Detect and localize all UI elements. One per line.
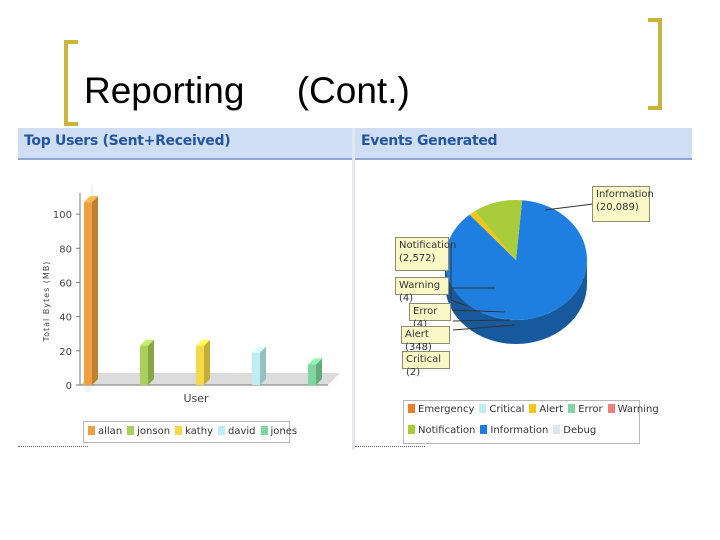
right-bracket-decoration	[648, 18, 662, 110]
users-legend-label: david	[227, 426, 256, 437]
legend-swatch	[408, 425, 415, 434]
users-legend-label: jonson	[137, 426, 171, 437]
callout-leader-line	[452, 319, 511, 322]
events-legend-label: Error	[578, 404, 603, 415]
events-legend-label: Critical	[489, 404, 525, 415]
legend-swatch	[607, 404, 615, 413]
events-legend-label: Alert	[539, 404, 564, 415]
y-tick-label: 80	[59, 244, 72, 255]
left-bracket-decoration	[64, 40, 78, 126]
bar-jonson	[140, 345, 148, 385]
events-legend-row: Emergency Critical Alert Error Warning	[408, 404, 664, 415]
events-legend-item: Emergency	[408, 404, 474, 415]
y-tick-label: 60	[59, 278, 72, 289]
events-legend-label: Notification	[418, 425, 476, 436]
bar-jones-top	[308, 358, 322, 365]
pie-slice-information	[445, 200, 587, 320]
y-axis-label: Total Bytes (MB)	[42, 261, 51, 343]
users-panel-title: Top Users (Sent+Received)	[24, 133, 231, 149]
x-axis-label: User	[183, 392, 209, 405]
users-legend-item: kathy	[175, 426, 213, 437]
legend-swatch	[217, 426, 225, 435]
callout-warning: Warning (4)	[395, 277, 449, 304]
legend-swatch	[480, 425, 488, 434]
users-panel-header: Top Users (Sent+Received)	[18, 128, 352, 160]
legend-swatch	[260, 426, 268, 435]
bar-jonson-top	[140, 339, 154, 346]
pie-slice-warning	[474, 210, 516, 260]
bar-kathy-top	[196, 339, 210, 346]
users-legend-label: kathy	[185, 426, 213, 437]
bar-david-top	[252, 346, 266, 353]
report-screenshot: Top Users (Sent+Received) 0 20 40 60 80 100 To…	[18, 128, 692, 450]
bottom-edge-right	[355, 446, 425, 449]
events-legend-label: Emergency	[418, 404, 475, 415]
events-legend-label: Information	[490, 425, 549, 436]
users-bar-chart: 0 20 40 60 80 100 Total Bytes (MB) User	[42, 185, 340, 405]
callout-leader-line	[544, 203, 594, 211]
pie-slice-notification	[475, 200, 523, 260]
events-legend-item: Alert	[529, 404, 563, 415]
slide-title-subtitle: (Cont.)	[296, 70, 410, 111]
events-legend-item: Critical	[479, 404, 524, 415]
events-legend-label: Debug	[563, 425, 597, 436]
users-legend-item: allan	[88, 426, 122, 437]
events-legend-label: Warning	[617, 404, 659, 415]
legend-swatch	[529, 404, 537, 413]
bar-david	[252, 352, 260, 385]
bar-jones	[308, 364, 316, 385]
users-legend-item: jonson	[127, 426, 170, 437]
events-legend-item: Debug	[553, 425, 596, 436]
bar-allan-side	[92, 196, 98, 385]
bar-kathy-side	[204, 339, 210, 385]
users-legend: allan jonson kathy david jones	[83, 421, 297, 443]
bar-kathy	[196, 345, 204, 385]
slide-title-main: Reporting	[84, 70, 245, 111]
bottom-edge-left	[18, 446, 88, 449]
bar-david-side	[260, 346, 266, 385]
events-legend-row: Notification Information Debug	[408, 425, 601, 436]
legend-swatch	[479, 404, 487, 413]
callout-information: Information (20,089)	[592, 186, 654, 222]
users-legend-item: jones	[260, 426, 298, 437]
events-legend: Emergency Critical Alert Error Warning Notif…	[403, 400, 659, 444]
y-tick-label: 0	[66, 381, 72, 392]
legend-swatch	[553, 425, 561, 434]
callout-leader-line	[452, 324, 516, 331]
bar-allan	[84, 202, 92, 385]
users-legend-item: david	[217, 426, 256, 437]
legend-swatch	[408, 404, 415, 413]
slide-title: Reporting (Cont.)	[84, 70, 410, 112]
bar-jonson-side	[148, 339, 154, 385]
legend-swatch	[127, 426, 135, 435]
callout-leader-line	[451, 309, 506, 313]
panel-divider	[352, 128, 355, 450]
pie-slice-critical	[469, 214, 516, 260]
users-legend-label: jones	[270, 426, 298, 437]
pie-slice-error	[474, 211, 516, 260]
legend-swatch	[568, 404, 576, 413]
callout-error: Error (4)	[409, 303, 451, 330]
events-legend-item: Notification	[408, 425, 475, 436]
pie-side-information	[445, 260, 587, 344]
events-panel-title: Events Generated	[361, 133, 498, 149]
pie-slice-alert	[469, 211, 516, 260]
y-tick-label: 40	[59, 313, 72, 324]
bar-allan-top	[84, 196, 98, 203]
y-tick-label: 100	[53, 210, 72, 221]
legend-swatch	[175, 426, 183, 435]
users-legend-label: allan	[98, 426, 123, 437]
bar-jones-side	[316, 358, 322, 385]
events-panel-header: Events Generated	[355, 128, 692, 160]
events-legend-item: Information	[480, 425, 548, 436]
events-legend-item: Error	[568, 404, 603, 415]
y-tick-label: 20	[59, 347, 72, 358]
legend-swatch	[88, 426, 95, 435]
callout-notification: Notification (2,572)	[395, 237, 456, 271]
callout-critical: Critical (2)	[402, 351, 450, 378]
callout-leader-line	[450, 244, 468, 307]
events-pie-chart	[445, 200, 594, 344]
events-legend-item: Warning	[607, 404, 659, 415]
callout-alert: Alert (348)	[401, 326, 450, 353]
